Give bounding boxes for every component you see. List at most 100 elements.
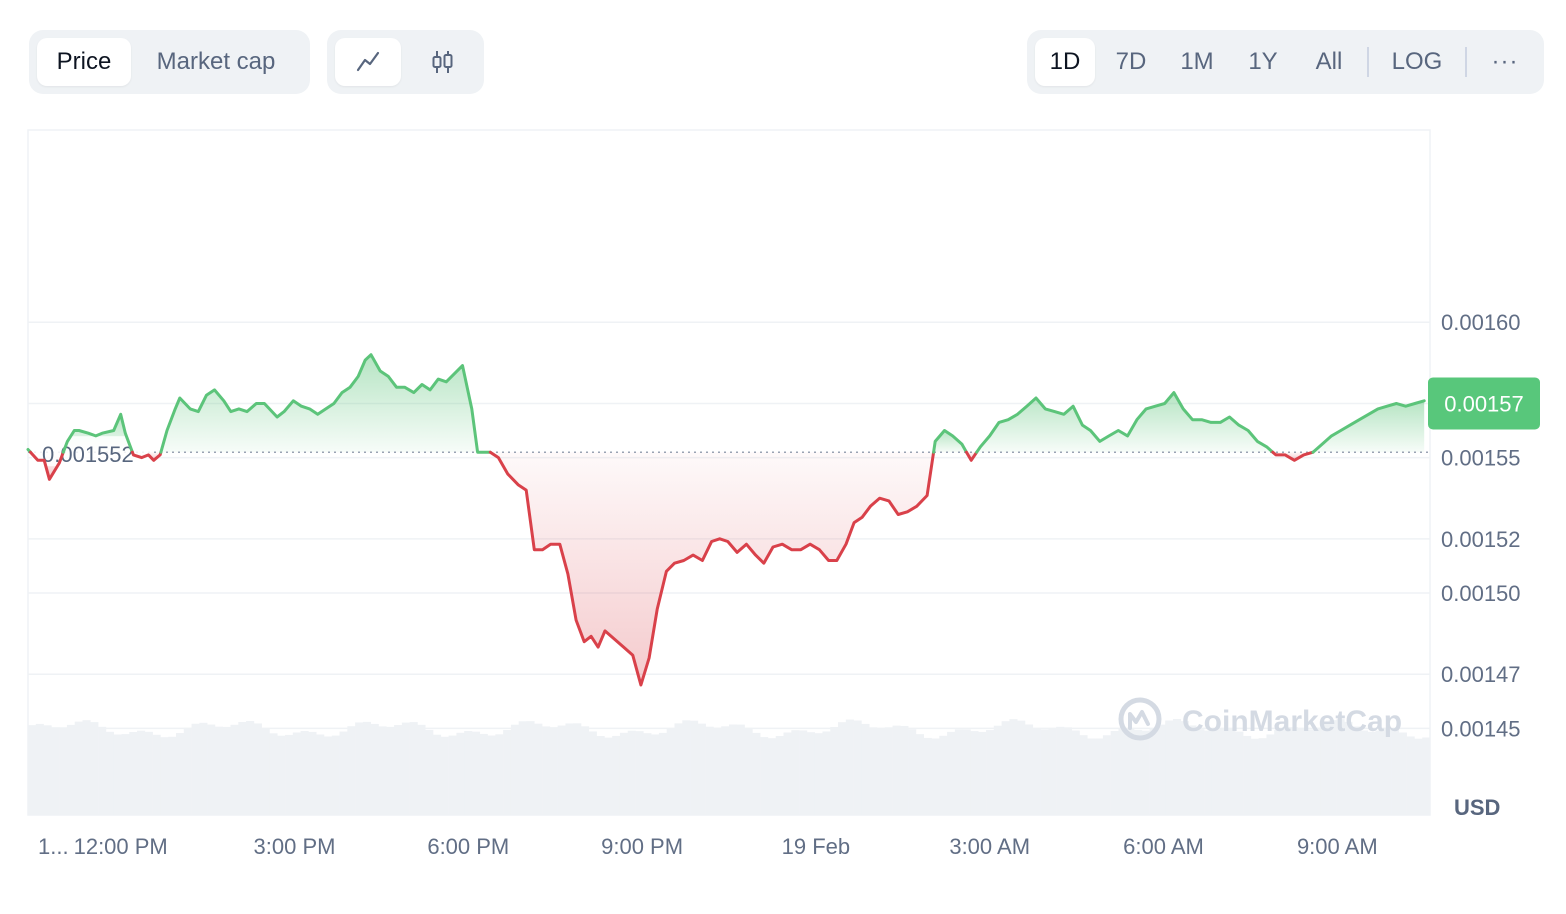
more-options-button[interactable]: ··· xyxy=(1491,48,1519,75)
volume-bar xyxy=(542,726,551,815)
volume-bar xyxy=(658,732,667,815)
volume-bar xyxy=(978,731,987,815)
candlestick-chart-icon xyxy=(432,51,453,73)
volume-bar xyxy=(666,728,675,815)
range-1y-button[interactable]: 1Y xyxy=(1248,48,1278,75)
volume-bar xyxy=(573,723,582,815)
line-segment-up xyxy=(159,353,492,454)
volume-bar xyxy=(323,736,333,815)
volume-bar xyxy=(643,733,652,815)
volume-bar xyxy=(947,731,956,815)
line-segment-up xyxy=(61,412,134,454)
area-above-reference xyxy=(160,354,491,453)
volume-bar xyxy=(923,737,932,815)
volume-bar xyxy=(175,733,185,815)
volume-bar xyxy=(581,726,590,815)
volume-bar xyxy=(261,728,270,815)
volume-bar xyxy=(448,735,457,815)
volume-bar xyxy=(1126,728,1135,815)
volume-bar xyxy=(28,725,37,815)
volume-bar xyxy=(549,727,558,815)
volume-bar xyxy=(487,735,496,815)
volume-bar xyxy=(690,720,699,815)
y-tick-label: 0.00152 xyxy=(1441,527,1521,552)
volume-bar xyxy=(674,723,683,815)
volume-bar xyxy=(682,720,691,815)
volume-bar xyxy=(168,736,177,815)
volume-bar xyxy=(744,727,753,815)
metric-toggle: Price Market cap xyxy=(29,30,310,94)
volume-bar xyxy=(1102,735,1111,815)
range-7d-button[interactable]: 7D xyxy=(1115,48,1147,75)
toolbar-divider xyxy=(1465,47,1467,77)
volume-bar xyxy=(814,733,823,815)
volume-bar xyxy=(409,722,418,815)
price-tab[interactable]: Price xyxy=(37,38,131,86)
volume-bar xyxy=(775,736,784,815)
volume-bar xyxy=(1359,730,1368,815)
volume-bar xyxy=(705,726,714,815)
area-below-reference xyxy=(490,452,934,685)
volume-bar xyxy=(565,723,574,815)
candlestick-chart-button[interactable] xyxy=(409,38,475,86)
currency-unit-label: USD xyxy=(1454,795,1500,820)
line-chart-icon xyxy=(356,51,380,72)
volume-bar xyxy=(479,733,488,815)
volume-bar xyxy=(1422,737,1431,815)
line-segment-down xyxy=(488,450,936,687)
volume-bar xyxy=(612,735,621,815)
volume-bar xyxy=(752,732,761,815)
volume-bar xyxy=(884,727,893,815)
current-price-label: 0.00157 xyxy=(1444,391,1524,416)
volume-bar xyxy=(137,730,146,815)
volume-bar xyxy=(230,724,239,815)
x-tick-label: 3:00 PM xyxy=(254,834,336,859)
volume-bar xyxy=(1235,731,1244,815)
volume-bar xyxy=(1032,728,1041,815)
volume-bar xyxy=(183,727,192,815)
line-segment-down xyxy=(130,450,163,462)
volume-bar xyxy=(378,726,387,815)
volume-bar xyxy=(425,729,434,815)
volume-bar xyxy=(1289,727,1298,815)
range-1m-button[interactable]: 1M xyxy=(1180,48,1214,75)
volume-bar xyxy=(510,724,519,815)
volume-bar xyxy=(822,731,831,815)
volume-bar xyxy=(464,731,473,815)
volume-bar xyxy=(1204,730,1213,815)
x-tick-label: 3:00 AM xyxy=(949,834,1030,859)
volume-bar xyxy=(1141,730,1150,815)
volume-bar xyxy=(526,721,535,815)
line-chart-button[interactable] xyxy=(335,38,401,86)
volume-bar xyxy=(557,725,566,815)
volume-bar xyxy=(1056,726,1065,815)
volume-bar xyxy=(1414,738,1423,815)
market-cap-tab[interactable]: Market cap xyxy=(156,48,276,75)
volume-bar xyxy=(277,735,286,815)
volume-bar xyxy=(986,730,995,815)
log-scale-button[interactable]: LOG xyxy=(1391,48,1443,75)
volume-bar xyxy=(1227,728,1236,815)
volume-bar xyxy=(300,731,309,815)
y-tick-label: 0.00160 xyxy=(1441,310,1521,335)
volume-bar xyxy=(1110,730,1119,815)
range-1d-button[interactable]: 1D xyxy=(1035,38,1095,86)
volume-bar xyxy=(74,721,83,815)
x-tick-label: 1... xyxy=(38,834,69,859)
line-segment-down xyxy=(29,450,65,481)
volume-bar xyxy=(869,727,878,815)
volume-bar xyxy=(129,731,138,815)
volume-bar xyxy=(697,723,706,815)
volume-bar xyxy=(651,734,660,815)
volume-bar xyxy=(269,733,278,815)
volume-bar xyxy=(954,729,963,815)
x-tick-label: 9:00 PM xyxy=(601,834,683,859)
volume-bar xyxy=(113,734,122,815)
range-all-button[interactable]: All xyxy=(1315,48,1343,75)
volume-bar xyxy=(1352,726,1361,815)
volume-bar xyxy=(1219,728,1228,815)
volume-bar xyxy=(51,727,60,815)
volume-bar xyxy=(1024,724,1034,815)
volume-bar xyxy=(35,723,44,815)
